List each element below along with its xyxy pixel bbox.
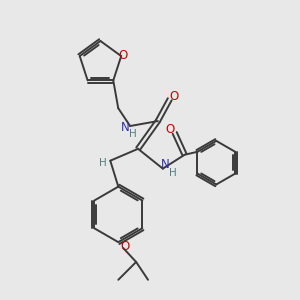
Text: N: N [160,158,169,171]
Text: O: O [169,90,178,103]
Text: O: O [165,124,174,136]
Text: H: H [98,158,106,168]
Text: H: H [169,168,177,178]
Text: H: H [129,129,137,139]
Text: O: O [118,49,128,62]
Text: O: O [121,240,130,253]
Text: N: N [121,121,130,134]
